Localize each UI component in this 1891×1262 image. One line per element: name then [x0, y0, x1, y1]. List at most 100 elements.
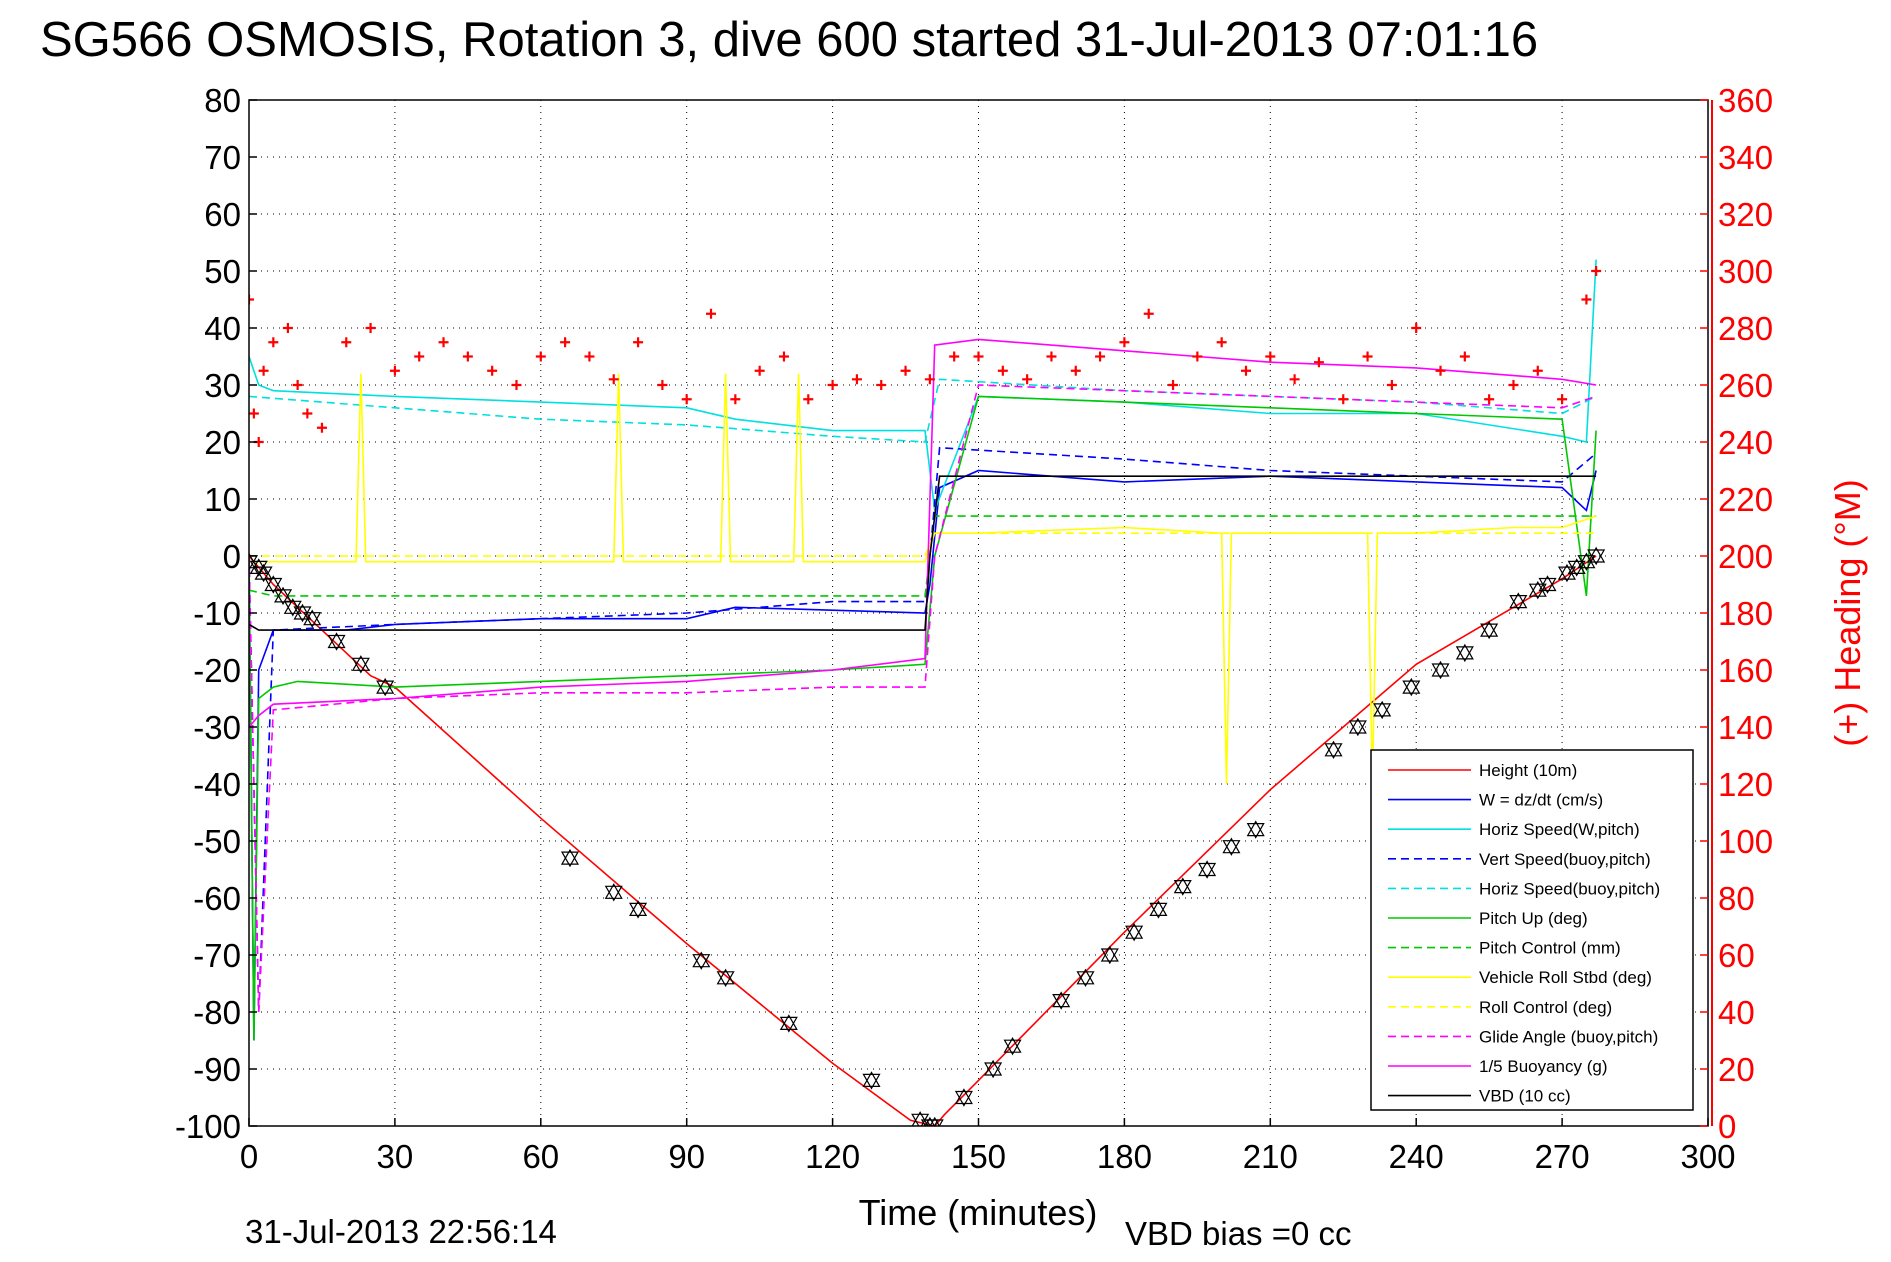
heading-point — [302, 408, 313, 419]
legend-label: Glide Angle (buoy,pitch) — [1479, 1027, 1658, 1046]
right-tick-label: 120 — [1718, 766, 1773, 803]
legend: Height (10m) W = dz/dt (cm/s) Horiz Speed(… — [1370, 749, 1694, 1111]
heading-point — [292, 380, 303, 390]
x-tick-label: 270 — [1535, 1138, 1590, 1175]
heading-point — [803, 394, 814, 405]
heading-point — [681, 394, 692, 405]
legend-label: W = dz/dt (cm/s) — [1479, 791, 1603, 810]
heading-point — [249, 408, 259, 419]
right-tick-label: 280 — [1718, 310, 1773, 347]
heading-point — [365, 323, 376, 333]
height-marker — [1324, 740, 1343, 760]
left-tick-label: -100 — [175, 1108, 241, 1145]
x-tick-label: 60 — [522, 1138, 559, 1175]
legend-label: Vert Speed(buoy,pitch) — [1479, 850, 1651, 869]
heading-point — [1313, 357, 1324, 368]
heading-point — [535, 351, 546, 362]
series-line-9 — [249, 384, 1597, 1013]
height-marker — [264, 575, 283, 594]
x-tick-label: 150 — [951, 1138, 1006, 1175]
heading-point — [584, 351, 595, 362]
right-tick-label: 0 — [1718, 1108, 1736, 1145]
legend-box — [1370, 749, 1694, 1111]
x-tick-label: 300 — [1680, 1138, 1735, 1175]
height-marker — [1125, 922, 1144, 942]
x-tick-label: 180 — [1097, 1138, 1152, 1175]
height-marker — [1100, 945, 1119, 965]
right-tick-label: 300 — [1718, 253, 1773, 290]
right-tick-label: 240 — [1718, 424, 1773, 461]
heading-point — [268, 337, 279, 348]
height-marker — [254, 563, 273, 583]
x-axis-label: Time (minutes) — [859, 1192, 1098, 1233]
height-marker — [716, 968, 735, 988]
plot-area — [249, 259, 1606, 1126]
heading-point — [851, 374, 862, 385]
heading-point — [754, 365, 765, 376]
height-marker — [1246, 820, 1265, 839]
right-tick-label: 200 — [1718, 538, 1773, 575]
heading-point — [1532, 365, 1543, 376]
height-marker — [779, 1014, 798, 1033]
heading-point — [949, 351, 960, 362]
right-tick-label: 320 — [1718, 196, 1773, 233]
heading-point — [438, 337, 449, 348]
left-tick-label: 40 — [204, 310, 241, 347]
left-tick-label: 50 — [204, 253, 241, 290]
legend-label: 1/5 Buoyancy (g) — [1479, 1057, 1608, 1076]
height-marker — [911, 1111, 930, 1126]
height-marker — [327, 632, 346, 651]
height-marker — [1052, 991, 1071, 1010]
height-marker — [1373, 700, 1392, 720]
heading-point — [511, 380, 522, 390]
heading-point — [1119, 337, 1130, 348]
heading-point — [1508, 380, 1519, 390]
heading-point — [1216, 337, 1227, 348]
heading-point — [876, 380, 887, 390]
right-y-axis-label: (+) Heading (°M) — [1827, 479, 1868, 746]
height-marker — [1222, 837, 1241, 856]
heading-point — [414, 351, 425, 362]
legend-label: Pitch Up (deg) — [1479, 909, 1588, 928]
left-tick-label: -90 — [193, 1051, 241, 1088]
heading-point — [282, 323, 293, 333]
heading-point — [249, 294, 254, 305]
height-marker — [293, 603, 312, 623]
heading-point — [1240, 365, 1251, 376]
right-tick-label: 140 — [1718, 709, 1773, 746]
right-tick-label: 40 — [1718, 994, 1755, 1031]
height-marker — [1173, 877, 1192, 896]
left-tick-label: -10 — [193, 595, 241, 632]
vbd-bias-label: VBD bias =0 cc — [1125, 1215, 1352, 1252]
footer-timestamp: 31-Jul-2013 22:56:14 — [245, 1213, 557, 1250]
left-tick-label: 60 — [204, 196, 241, 233]
right-tick-label: 60 — [1718, 937, 1755, 974]
x-tick-label: 120 — [805, 1138, 860, 1175]
heading-point — [462, 351, 473, 362]
height-marker — [629, 900, 648, 919]
heading-point — [316, 422, 327, 433]
heading-point — [1095, 351, 1106, 362]
left-tick-label: 30 — [204, 367, 241, 404]
series-line-0 — [249, 555, 1597, 1126]
legend-label: Vehicle Roll Stbd (deg) — [1479, 968, 1652, 987]
left-tick-label: -70 — [193, 937, 241, 974]
height-marker — [274, 586, 293, 606]
left-tick-label: 70 — [204, 139, 241, 176]
x-axis: 0 30 60 90 120 150 180 210 240 270 300 — [240, 1118, 1736, 1175]
height-marker — [1402, 677, 1421, 697]
height-marker — [604, 883, 623, 902]
right-tick-label: 20 — [1718, 1051, 1755, 1088]
left-y-axis: 80 70 60 50 40 30 20 10 0 -10 -20 -30 -40 -50 -60 -70 -8… — [175, 82, 257, 1145]
heading-point — [1143, 308, 1154, 319]
series-line-2 — [249, 259, 1597, 511]
height-marker — [954, 1088, 973, 1107]
height-marker — [1076, 968, 1095, 988]
height-marker — [249, 552, 259, 571]
heading-point — [1022, 374, 1033, 385]
heading-point — [608, 374, 619, 385]
legend-label: Pitch Control (mm) — [1479, 939, 1621, 958]
heading-point — [1459, 351, 1470, 362]
height-marker — [692, 951, 711, 970]
height-marker — [351, 655, 370, 674]
